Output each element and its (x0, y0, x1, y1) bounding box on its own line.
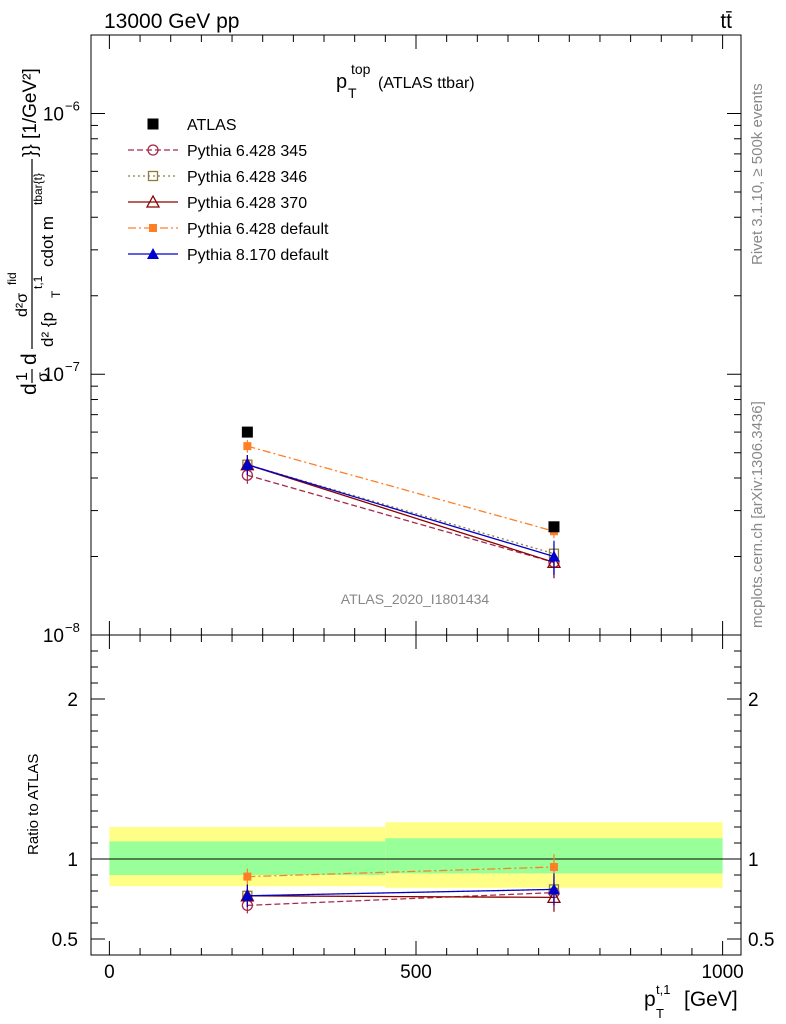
x-tick-label: 1000 (701, 962, 743, 983)
chart-title: p top T (ATLAS ttbar) (336, 61, 475, 101)
analysis-watermark: ATLAS_2020_I1801434 (341, 591, 490, 607)
series-line (247, 445, 555, 532)
ratio-bands (109, 822, 723, 888)
ratio-y-tick-label: 1 (748, 850, 759, 871)
ylabel-frac2-den-sup: t,1 (31, 275, 45, 289)
data-point (241, 458, 254, 470)
ylabel-prefix: d (18, 383, 41, 395)
series-line (247, 464, 555, 563)
legend-label: Pythia 6.428 default (187, 221, 329, 238)
ratio-y-label: Ratio to ATLAS (25, 754, 42, 855)
ratio-line (247, 891, 554, 907)
ratio-point (243, 872, 252, 881)
data-point (547, 550, 560, 562)
series-pythia-8-170-default (241, 455, 560, 575)
title-main: p (336, 71, 347, 93)
legend-marker (147, 118, 159, 130)
ylabel-d: d (18, 353, 41, 365)
ratio-point (241, 889, 254, 901)
ylabel-frac2-den-sup2: tbar{t} (31, 173, 45, 205)
ylabel-frac2-num-sup: fid (5, 272, 19, 285)
xlabel-unit: [GeV] (684, 988, 738, 1011)
series-line (247, 474, 555, 563)
series-line (247, 464, 555, 558)
ratio-series (240, 854, 562, 914)
legend-label: Pythia 6.428 345 (187, 143, 307, 160)
legend-marker (147, 170, 159, 182)
x-tick-label: 500 (400, 962, 432, 983)
main-series (240, 426, 562, 579)
y-tick-label-base: 10 (43, 365, 64, 386)
data-point (241, 426, 253, 438)
ratio-point (547, 883, 560, 895)
xlabel-sup: t,1 (656, 982, 670, 997)
ylabel-frac2-den-mid: cdot m (38, 216, 57, 267)
ratio-y-tick-label: 1 (67, 850, 78, 871)
series-pythia-6-428-default (243, 439, 558, 539)
ratio-frame (90, 634, 742, 956)
ratio-point (549, 863, 558, 871)
legend-marker (147, 144, 159, 156)
y-tick-label-base: 10 (43, 104, 64, 125)
title-suffix: (ATLAS ttbar) (378, 75, 475, 92)
legend-entry: ATLAS (147, 117, 237, 134)
process-label: tt̄ (720, 10, 732, 33)
series-line (247, 464, 555, 555)
legend: ATLAS Pythia 6.428 345 Pythia 6.428 346 Pyt… (128, 117, 329, 264)
legend-label: Pythia 8.170 default (187, 247, 329, 264)
x-axis-label: p t,1 T [GeV] (644, 982, 738, 1021)
x-tick-label: 0 (104, 962, 115, 983)
ylabel-frac2-den: d² {p (38, 312, 57, 347)
ratio-line (247, 866, 554, 878)
y-axis-label: d 1 σ d d²σ fid d² {p T t,1 cdot m tbar{… (5, 68, 63, 395)
legend-marker (149, 224, 157, 232)
ratio-y-tick-label: 2 (67, 690, 78, 711)
y-tick-label-exp: −8 (65, 620, 80, 635)
ratio-series-pythia-8-170-default (241, 873, 560, 907)
ratio-line (247, 888, 554, 897)
mcplots-label: mcplots.cern.ch [arXiv:1306.3436] (749, 401, 766, 628)
legend-entry: Pythia 6.428 default (128, 221, 329, 238)
data-point (548, 521, 560, 533)
energy-label: 13000 GeV pp (104, 10, 239, 33)
ratio-y-tick-label: 0.5 (52, 930, 78, 951)
ratio-y-tick-label: 2 (748, 690, 759, 711)
legend-entry: Pythia 8.170 default (128, 247, 329, 264)
series-atlas (241, 426, 560, 533)
title-sup: top (351, 61, 371, 77)
ratio-y-tick-label: 0.5 (748, 930, 774, 951)
legend-label: Pythia 6.428 346 (187, 169, 307, 186)
y-tick-label-exp: −7 (65, 359, 80, 374)
legend-entry: Pythia 6.428 370 (128, 194, 307, 212)
ratio-axes: 0.5 0.5 1 1 2 2 0 500 1000 (52, 634, 774, 983)
series-pythia-6-428-345 (241, 467, 560, 575)
y-tick-label-exp: −6 (65, 98, 80, 113)
series-pythia-6-428-370 (240, 455, 562, 579)
xlabel-sub: T (656, 1006, 664, 1021)
legend-entry: Pythia 6.428 346 (128, 169, 307, 186)
legend-entry: Pythia 6.428 345 (128, 143, 307, 160)
legend-label: ATLAS (187, 117, 237, 134)
ylabel-frac2-num: d²σ (14, 293, 31, 317)
legend-marker (145, 194, 161, 208)
ylabel-frac1-den: σ (35, 372, 52, 382)
y-tick-label-base: 10 (43, 626, 64, 647)
legend-marker (147, 248, 159, 259)
title-sub: T (348, 85, 357, 101)
xlabel-main: p (644, 988, 656, 1011)
ylabel-frac2-den-sub: T (49, 290, 63, 298)
ratio-line (247, 895, 554, 899)
rivet-label: Rivet 3.1.10, ≥ 500k events (749, 83, 766, 265)
legend-label: Pythia 6.428 370 (187, 195, 307, 212)
ylabel-frac1-num: 1 (14, 372, 31, 381)
data-point (243, 442, 252, 451)
ylabel-suffix: }} [1/GeV²] (20, 68, 41, 157)
